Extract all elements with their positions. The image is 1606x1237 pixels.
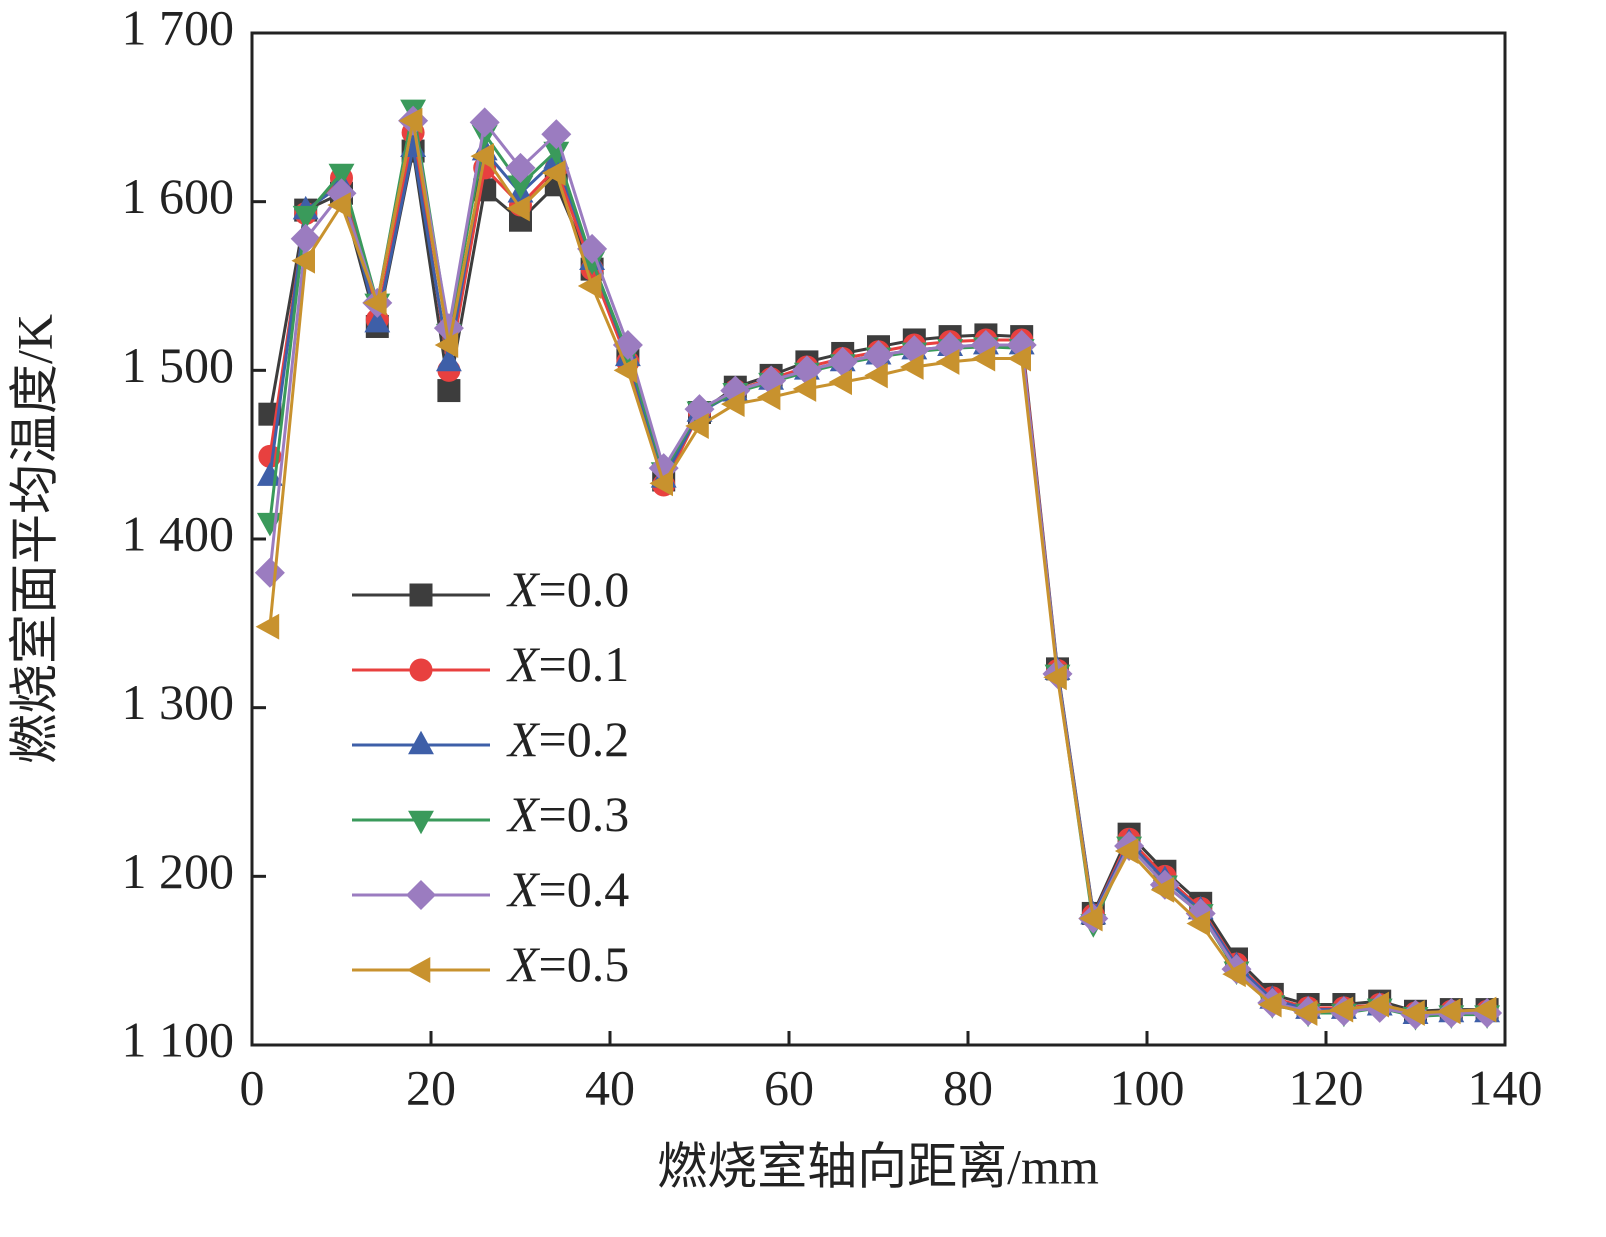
marker <box>577 273 602 299</box>
marker <box>1150 876 1175 903</box>
marker <box>1293 1000 1318 1026</box>
legend-label: X=0.3 <box>506 786 629 842</box>
series-line <box>268 120 1488 1015</box>
series-line <box>268 118 1488 1017</box>
marker <box>1365 991 1389 1018</box>
marker <box>254 557 285 588</box>
marker <box>290 223 321 254</box>
marker <box>1186 910 1210 937</box>
marker <box>935 348 960 375</box>
y-tick-label: 1 500 <box>122 337 235 393</box>
legend-label: X=0.4 <box>506 861 629 917</box>
y-tick-label: 1 700 <box>122 0 235 55</box>
marker <box>434 332 459 358</box>
y-tick-label: 1 300 <box>122 674 235 730</box>
y-tick-label: 1 100 <box>122 1011 235 1067</box>
marker <box>505 152 536 183</box>
plot-frame <box>250 31 1507 1047</box>
legend-label: X=0.0 <box>506 561 629 617</box>
marker <box>1401 1000 1425 1026</box>
marker <box>828 369 852 396</box>
series-line <box>268 150 1488 1013</box>
x-axis-title: 燃烧室轴向距离/mm <box>657 1138 1099 1194</box>
marker <box>1079 905 1103 932</box>
marker <box>327 192 351 218</box>
marker <box>721 391 745 418</box>
legend-label: X=0.1 <box>506 636 629 692</box>
marker <box>612 330 643 361</box>
marker <box>900 354 924 380</box>
marker <box>577 233 608 264</box>
legend-marker <box>409 583 433 607</box>
y-tick-label: 1 200 <box>122 843 235 899</box>
series-line <box>268 147 1488 1017</box>
marker <box>292 205 319 230</box>
marker <box>971 345 996 372</box>
marker <box>864 362 888 389</box>
marker <box>1329 996 1354 1023</box>
x-tick-label: 140 <box>1468 1059 1543 1115</box>
y-axis-title: 燃烧室面平均温度/K <box>6 314 62 764</box>
marker <box>542 160 566 186</box>
legend-marker <box>406 957 431 983</box>
marker <box>363 289 387 316</box>
x-tick-label: 40 <box>585 1059 635 1115</box>
marker <box>756 384 781 411</box>
legend-label: X=0.5 <box>506 936 629 992</box>
series-line <box>268 132 1488 1015</box>
marker <box>1043 664 1067 691</box>
marker <box>1437 998 1461 1025</box>
marker <box>613 357 638 384</box>
legend-marker <box>405 879 437 911</box>
marker <box>685 413 709 439</box>
legend-marker <box>408 730 434 755</box>
marker <box>541 119 572 150</box>
x-tick-label: 20 <box>406 1059 456 1115</box>
marker <box>364 308 391 333</box>
legend-marker <box>409 658 433 682</box>
y-tick-label: 1 400 <box>122 505 235 561</box>
series-line <box>268 108 1488 1018</box>
legend-label: X=0.2 <box>506 711 629 767</box>
marker <box>1258 991 1282 1018</box>
marker <box>437 379 461 403</box>
x-tick-label: 80 <box>943 1059 993 1115</box>
marker <box>792 375 817 402</box>
marker <box>255 613 280 640</box>
x-tick-label: 100 <box>1110 1059 1185 1115</box>
x-tick-label: 0 <box>240 1059 265 1115</box>
marker <box>398 107 423 134</box>
marker <box>1007 345 1031 372</box>
x-tick-label: 60 <box>764 1059 814 1115</box>
marker <box>1472 996 1497 1023</box>
marker <box>649 470 673 497</box>
marker <box>506 195 530 222</box>
y-tick-label: 1 600 <box>122 168 235 224</box>
marker <box>1114 838 1139 864</box>
marker <box>291 247 315 274</box>
marker <box>328 163 355 188</box>
marker <box>1222 961 1246 988</box>
marker <box>435 347 462 372</box>
x-tick-label: 120 <box>1289 1059 1364 1115</box>
marker <box>470 143 494 170</box>
legend-marker <box>408 810 434 835</box>
marker <box>469 107 500 138</box>
